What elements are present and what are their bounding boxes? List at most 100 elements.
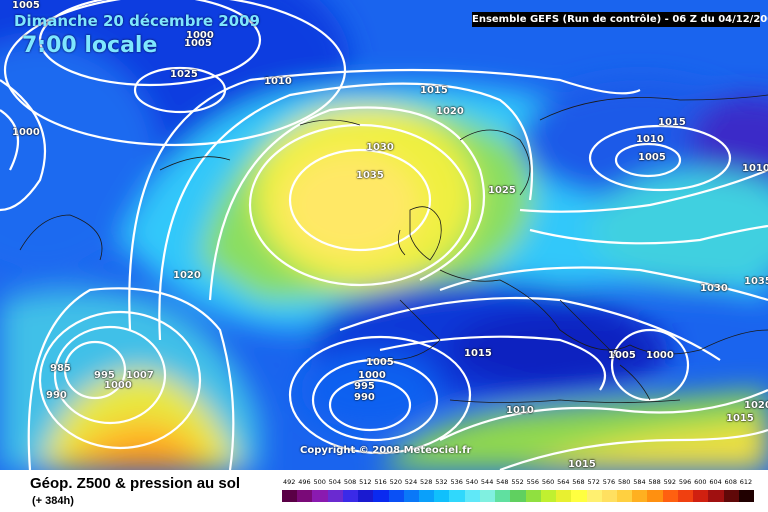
scale-swatch [601, 490, 618, 502]
scale-tick-label: 584 [633, 478, 646, 486]
scale-tick-label: 556 [526, 478, 540, 486]
scale-swatch [723, 490, 740, 502]
scale-swatch [616, 490, 633, 502]
scale-tick-label: 508 [343, 478, 357, 486]
scale-tick-label: 588 [648, 478, 661, 486]
scale-tick-label: 524 [404, 478, 418, 486]
model-run-label: Ensemble GEFS (Run de contrôle) - 06 Z d… [472, 12, 768, 27]
scale-tick-label: 572 [587, 478, 600, 486]
scale-tick-label: 492 [283, 478, 296, 486]
scale-tick-label: 612 [739, 478, 753, 486]
scale-swatch [738, 490, 755, 502]
isobar-label: 1020 [744, 400, 768, 411]
scale-tick-label: 576 [602, 478, 616, 486]
isobar-label: 1015 [420, 85, 448, 96]
scale-tick-label: 532 [435, 478, 448, 486]
scale-tick-label: 608 [724, 478, 737, 486]
isobar-label: 995 [94, 370, 115, 381]
map-canvas [0, 0, 768, 470]
isobar-label: 985 [50, 363, 71, 374]
isobar-label: 1015 [658, 117, 686, 128]
scale-tick-label: 580 [617, 478, 631, 486]
isobar-label: 1000 [104, 380, 132, 391]
isobar-label: 1010 [636, 134, 664, 145]
scale-swatch [693, 490, 709, 502]
scale-swatch [510, 490, 527, 502]
isobar-label: 1000 [12, 127, 40, 138]
isobar-label: 990 [46, 390, 67, 401]
scale-tick-label: 596 [678, 478, 692, 486]
isobar-label: 1010 [506, 405, 534, 416]
scale-tick-label: 520 [389, 478, 402, 486]
scale-swatch [449, 490, 466, 502]
scale-swatch [388, 490, 405, 502]
scale-swatch [540, 490, 557, 502]
scale-tick-label: 500 [313, 478, 326, 486]
scale-tick-label: 600 [694, 478, 707, 486]
scale-swatch [647, 490, 664, 502]
scale-tick-label: 528 [420, 478, 433, 486]
copyright-notice: Copyright © 2008 Meteociel.fr [300, 445, 472, 456]
scale-swatch [327, 490, 344, 502]
isobar-label: 1005 [608, 350, 636, 361]
scale-swatch [677, 490, 694, 502]
isobar-label: 1035 [356, 170, 384, 181]
isobar-label: 1035 [744, 276, 768, 287]
isobar-label: 1005 [12, 0, 40, 11]
isobar-label: 1007 [126, 370, 154, 381]
isobars [0, 0, 768, 470]
isobar-label: 1010 [264, 76, 292, 87]
legend-bar: Géop. Z500 & pression au sol (+ 384h) 49… [0, 470, 768, 512]
scale-tick-label: 560 [541, 478, 555, 486]
scale-swatch [464, 490, 481, 502]
scale-tick-label: 512 [359, 478, 372, 486]
isobar-label: 1000 [646, 350, 674, 361]
isobar-label: 990 [354, 392, 375, 403]
forecast-hour: (+ 384h) [32, 495, 74, 507]
isobar-label: 1015 [568, 459, 596, 470]
valid-date: Dimanche 20 décembre 2009 [14, 12, 260, 30]
scale-tick-label: 536 [450, 478, 463, 486]
scale-tick-label: 544 [480, 478, 494, 486]
scale-tick-label: 592 [663, 478, 677, 486]
scale-swatch [403, 490, 420, 502]
scale-swatch [556, 490, 572, 502]
scale-tick-label: 496 [298, 478, 311, 486]
isobar-label: 1000 [358, 370, 386, 381]
isobar-label: 1015 [464, 348, 492, 359]
local-time: 7:00 locale [22, 33, 158, 58]
scale-tick-label: 548 [496, 478, 509, 486]
scale-swatch [586, 490, 603, 502]
scale-tick-label: 564 [557, 478, 570, 486]
scale-swatch [495, 490, 511, 502]
scale-swatch [525, 490, 542, 502]
isobar-label: 1005 [366, 357, 394, 368]
scale-swatch [434, 490, 450, 502]
product-title: Géop. Z500 & pression au sol [30, 475, 241, 492]
coastlines [19, 94, 768, 403]
scale-swatch [479, 490, 496, 502]
scale-tick-label: 516 [374, 478, 387, 486]
scale-swatch [342, 490, 359, 502]
isobar-label: 1005 [638, 152, 666, 163]
scale-swatch [312, 490, 329, 502]
weather-map: Dimanche 20 décembre 2009 7:00 locale En… [0, 0, 768, 470]
isobar-label: 1015 [726, 413, 754, 424]
scale-tick-label: 504 [328, 478, 342, 486]
scale-swatch [358, 490, 374, 502]
scale-swatch [419, 490, 435, 502]
isobar-label: 1025 [170, 69, 198, 80]
isobar-label: 1005 [184, 38, 212, 49]
isobar-label: 1025 [488, 185, 516, 196]
isobar-label: 1010 [742, 163, 768, 174]
isobar-label: 995 [354, 381, 375, 392]
scale-swatch [282, 490, 298, 502]
isobar-label: 1030 [366, 142, 394, 153]
isobar-label: 1030 [700, 283, 728, 294]
isobar-label: 1000 [186, 30, 214, 41]
scale-swatch [571, 490, 587, 502]
scale-swatch [708, 490, 725, 502]
scale-tick-label: 568 [572, 478, 585, 486]
scale-swatch [632, 490, 648, 502]
scale-swatch [373, 490, 390, 502]
